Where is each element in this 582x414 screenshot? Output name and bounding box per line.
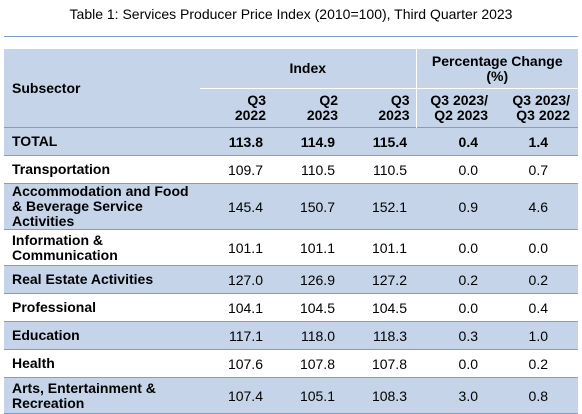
cell-q3-2022: 145.4	[200, 183, 272, 230]
row-label: Professional	[4, 293, 200, 322]
row-label: Real Estate Activities	[4, 265, 200, 294]
table-row: Education 117.1 118.0 118.3 0.3 1.0	[4, 321, 578, 350]
table-row: Arts, Entertainment & Recreation 107.4 1…	[4, 377, 578, 414]
header-q2-2023: Q2 2023	[272, 88, 344, 128]
cell-q3-2023: 108.3	[344, 377, 416, 414]
cell-q3-2023: 118.3	[344, 321, 416, 350]
cell-chg-qoq: 0.9	[416, 183, 496, 230]
cell-q3-2022: 113.8	[200, 127, 272, 156]
cell-q3-2022: 107.4	[200, 377, 272, 414]
cell-chg-qoq: 0.0	[416, 229, 496, 266]
cell-q3-2023: 110.5	[344, 155, 416, 184]
cell-q2-2023: 101.1	[272, 229, 344, 266]
header-q3-2023: Q3 2023	[344, 88, 416, 128]
cell-chg-yoy: 1.4	[496, 127, 578, 156]
cell-q2-2023: 110.5	[272, 155, 344, 184]
cell-q2-2023: 104.5	[272, 293, 344, 322]
table-row: Health 107.6 107.8 107.8 0.0 0.2	[4, 349, 578, 378]
cell-q3-2022: 107.6	[200, 349, 272, 378]
cell-chg-yoy: 1.0	[496, 321, 578, 350]
cell-q3-2023: 104.5	[344, 293, 416, 322]
cell-chg-yoy: 0.7	[496, 155, 578, 184]
header-chg-yoy: Q3 2023/ Q3 2022	[496, 88, 578, 128]
ppi-table: Subsector Index Percentage Change (%) Q3…	[4, 49, 578, 414]
cell-chg-yoy: 0.8	[496, 377, 578, 414]
row-label: Arts, Entertainment & Recreation	[4, 377, 200, 414]
cell-chg-yoy: 0.4	[496, 293, 578, 322]
cell-chg-qoq: 0.3	[416, 321, 496, 350]
cell-q2-2023: 105.1	[272, 377, 344, 414]
cell-q2-2023: 114.9	[272, 127, 344, 156]
cell-chg-qoq: 0.0	[416, 293, 496, 322]
cell-q3-2023: 115.4	[344, 127, 416, 156]
cell-chg-yoy: 0.0	[496, 229, 578, 266]
row-label: Information & Communication	[4, 229, 200, 266]
header-pct-change-group: Percentage Change (%)	[415, 49, 578, 89]
cell-chg-qoq: 0.4	[416, 127, 496, 156]
cell-chg-yoy: 0.2	[496, 349, 578, 378]
cell-q3-2023: 127.2	[344, 265, 416, 294]
table-title: Table 1: Services Producer Price Index (…	[69, 6, 513, 22]
cell-chg-yoy: 4.6	[496, 183, 578, 230]
row-label: Health	[4, 349, 200, 378]
table-row: Real Estate Activities 127.0 126.9 127.2…	[4, 265, 578, 294]
cell-q3-2022: 127.0	[200, 265, 272, 294]
cell-q3-2022: 101.1	[200, 229, 272, 266]
header-pct-change-text: Percentage Change (%)	[431, 52, 563, 84]
cell-q3-2023: 107.8	[344, 349, 416, 378]
row-label: Education	[4, 321, 200, 350]
cell-q2-2023: 107.8	[272, 349, 344, 378]
cell-chg-qoq: 0.0	[416, 155, 496, 184]
row-label: TOTAL	[4, 127, 200, 156]
header-subsector: Subsector	[4, 49, 200, 128]
header-chg-qoq: Q3 2023/ Q2 2023	[415, 88, 496, 128]
header-q3-2022: Q3 2022	[200, 88, 272, 128]
cell-q3-2022: 109.7	[200, 155, 272, 184]
table-row: Accommodation and Food & Beverage Servic…	[4, 183, 578, 230]
table-row-total: TOTAL 113.8 114.9 115.4 0.4 1.4	[4, 127, 578, 156]
row-label: Accommodation and Food & Beverage Servic…	[4, 183, 200, 230]
cell-chg-qoq: 0.0	[416, 349, 496, 378]
cell-chg-qoq: 3.0	[416, 377, 496, 414]
table-row: Professional 104.1 104.5 104.5 0.0 0.4	[4, 293, 578, 322]
row-label: Transportation	[4, 155, 200, 184]
cell-chg-qoq: 0.2	[416, 265, 496, 294]
cell-q3-2023: 101.1	[344, 229, 416, 266]
top-rule	[4, 36, 578, 37]
cell-q3-2023: 152.1	[344, 183, 416, 230]
cell-q2-2023: 126.9	[272, 265, 344, 294]
cell-chg-yoy: 0.2	[496, 265, 578, 294]
header-index-group: Index	[200, 49, 416, 89]
cell-q2-2023: 118.0	[272, 321, 344, 350]
table-row: Information & Communication 101.1 101.1 …	[4, 229, 578, 266]
table-row: Transportation 109.7 110.5 110.5 0.0 0.7	[4, 155, 578, 184]
cell-q3-2022: 117.1	[200, 321, 272, 350]
cell-q2-2023: 150.7	[272, 183, 344, 230]
cell-q3-2022: 104.1	[200, 293, 272, 322]
